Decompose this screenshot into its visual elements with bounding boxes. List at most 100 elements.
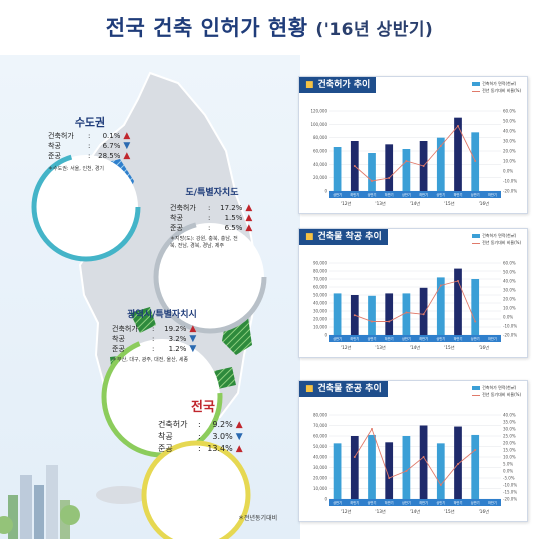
bar [350, 436, 359, 499]
y2-tick-label: -10.0% [503, 179, 517, 184]
korea-map [0, 71, 267, 539]
category-label: 하반기 [350, 192, 359, 197]
y2-tick-label: 20.0% [503, 149, 516, 154]
province-start-label: 착공 [170, 214, 183, 222]
chart-title-bar: ■ 건축물 착공 추이 [299, 229, 388, 245]
y2-tick-label: 0.0% [503, 169, 513, 174]
legend-bar-swatch [472, 386, 481, 390]
y-tick-label: 20,000 [313, 317, 327, 322]
y-tick-label: 40,000 [313, 455, 327, 460]
chart-legend: 건축허가 면적(천㎡) 전년 동기대비 비율(%) [472, 384, 521, 398]
y-tick-label: 40,000 [313, 162, 327, 167]
year-label: '13년 [375, 508, 385, 514]
ratio-point [353, 314, 356, 317]
y2-tick-label: 20.0% [503, 441, 516, 446]
ratio-point [457, 463, 459, 465]
y-tick-label: 0 [324, 497, 327, 502]
national-complete-label: 준공 [158, 444, 173, 453]
legend-bar-label: 건축허가 면적(천㎡) [482, 233, 517, 238]
category-label: 상반기 [471, 336, 480, 341]
category-label: 상반기 [436, 192, 445, 197]
year-label: '14년 [410, 200, 420, 206]
category-label: 하반기 [454, 500, 463, 505]
category-label: 상반기 [333, 192, 342, 197]
up-arrow-icon: ▲ [245, 223, 253, 233]
y-tick-label: 60,000 [313, 434, 327, 439]
province-complete-label: 준공 [170, 224, 183, 232]
chart-title-bar: ■ 건축물 준공 추이 [299, 381, 388, 397]
up-arrow-icon: ▲ [245, 213, 253, 223]
bar [402, 149, 411, 191]
category-label: 하반기 [419, 500, 428, 505]
y-tick-label: 30,000 [313, 309, 327, 314]
metro-region-title: 광역시/특별자치시 [127, 310, 197, 320]
ratio-point [405, 311, 408, 314]
year-label: '15년 [444, 344, 454, 350]
legend-line-label: 전년 동기대비 비율(%) [482, 392, 521, 397]
y2-tick-label: -20.0% [503, 189, 517, 194]
category-label: 상반기 [402, 500, 411, 505]
y2-tick-label: 50.0% [503, 270, 516, 275]
ratio-point [405, 160, 408, 162]
ratio-point [353, 456, 356, 458]
capital-permit-value: 0.1% [102, 132, 121, 140]
province-start-value: 1.5% [224, 214, 243, 222]
chart-panel-complete: ■ 건축물 준공 추이 건축허가 면적(천㎡) 전년 동기대비 비율(%) 0 10… [298, 380, 528, 522]
down-arrow-icon: ▼ [123, 141, 131, 151]
bar [454, 426, 462, 499]
y-tick-label: 0 [324, 333, 327, 338]
y2-tick-label: 60.0% [503, 261, 516, 266]
category-label: 하반기 [385, 192, 394, 197]
legend-bar-label: 건축허가 면적(천㎡) [482, 385, 517, 390]
ratio-point [439, 484, 442, 486]
y2-tick-label: 30.0% [503, 139, 516, 144]
y2-tick-label: 25.0% [503, 434, 516, 439]
national-info: 전국 건축허가:9.2% ▲ 착공:3.0% ▼ 준공:13.4% ▲ [158, 401, 248, 455]
chart-svg-start: 0 10,000 20,000 30,000 40,000 50,000 60,000 70,… [313, 261, 517, 351]
chart-bullet-icon: ■ [305, 80, 314, 90]
y-tick-label: 20,000 [313, 476, 327, 481]
bar [368, 434, 376, 499]
category-label: 하반기 [385, 336, 394, 341]
down-arrow-icon: ▼ [189, 344, 197, 354]
category-label: 하반기 [454, 336, 463, 341]
year-label: '13년 [375, 200, 385, 206]
legend-line-label: 전년 동기대비 비율(%) [482, 88, 521, 93]
category-label: 상반기 [436, 336, 445, 341]
metro-note: ＊부산, 대구, 광주, 대전, 울산, 세종 [112, 357, 189, 363]
chart-legend: 건축허가 면적(천㎡) 전년 동기대비 비율(%) [472, 80, 521, 94]
y2-tick-label: -15.0% [503, 490, 517, 495]
chart-svg-permit: 0 20,000 40,000 60,000 80,000 100,000 120,000 -… [310, 109, 517, 207]
chart-legend: 건축허가 면적(천㎡) 전년 동기대비 비율(%) [472, 232, 521, 246]
ratio-point [422, 456, 425, 458]
bar [471, 279, 480, 335]
up-arrow-icon: ▲ [123, 151, 131, 161]
ratio-point [474, 320, 477, 323]
y-tick-label: 10,000 [313, 325, 327, 330]
year-label: '16년 [479, 508, 489, 514]
ratio-point [457, 280, 459, 282]
y-tick-label: 40,000 [313, 301, 327, 306]
category-band [329, 191, 501, 198]
legend-line-label: 전년 동기대비 비율(%) [482, 240, 521, 245]
y2-tick-label: 40.0% [503, 129, 516, 134]
up-arrow-icon: ▲ [189, 324, 197, 334]
y-tick-label: 30,000 [313, 465, 327, 470]
year-label: '15년 [444, 508, 454, 514]
bar [402, 293, 411, 335]
chart-panel-start: ■ 건축물 착공 추이 건축허가 면적(천㎡) 전년 동기대비 비율(%) 0 10… [298, 228, 528, 358]
bar [436, 277, 445, 335]
y2-tick-label: -20.0% [503, 497, 517, 502]
category-label: 하반기 [350, 336, 359, 341]
bar [454, 268, 462, 335]
y2-tick-label: 30.0% [503, 427, 516, 432]
province-complete-value: 6.5% [224, 224, 243, 232]
bar [368, 153, 376, 191]
up-arrow-icon: ▲ [123, 131, 131, 141]
national-ring [141, 440, 251, 539]
city-skyline-illustration [0, 465, 80, 539]
capital-start-value: 6.7% [102, 142, 121, 150]
ratio-point [474, 449, 477, 451]
category-label: 상반기 [471, 192, 480, 197]
